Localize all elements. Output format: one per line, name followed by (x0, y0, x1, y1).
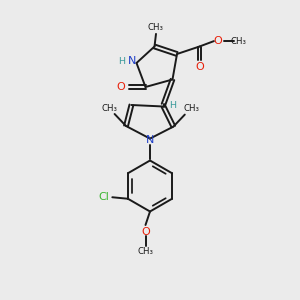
Text: H: H (169, 101, 176, 110)
Text: O: O (141, 227, 150, 237)
Text: O: O (195, 62, 204, 72)
Text: CH₃: CH₃ (101, 103, 118, 112)
Text: N: N (128, 56, 136, 67)
Text: N: N (146, 135, 154, 145)
Text: O: O (214, 36, 223, 46)
Text: CH₃: CH₃ (183, 104, 200, 113)
Text: H: H (118, 57, 125, 66)
Text: Cl: Cl (98, 192, 109, 202)
Text: CH₃: CH₃ (148, 23, 164, 32)
Text: CH₃: CH₃ (230, 37, 247, 46)
Text: O: O (116, 82, 125, 92)
Text: CH₃: CH₃ (137, 247, 154, 256)
